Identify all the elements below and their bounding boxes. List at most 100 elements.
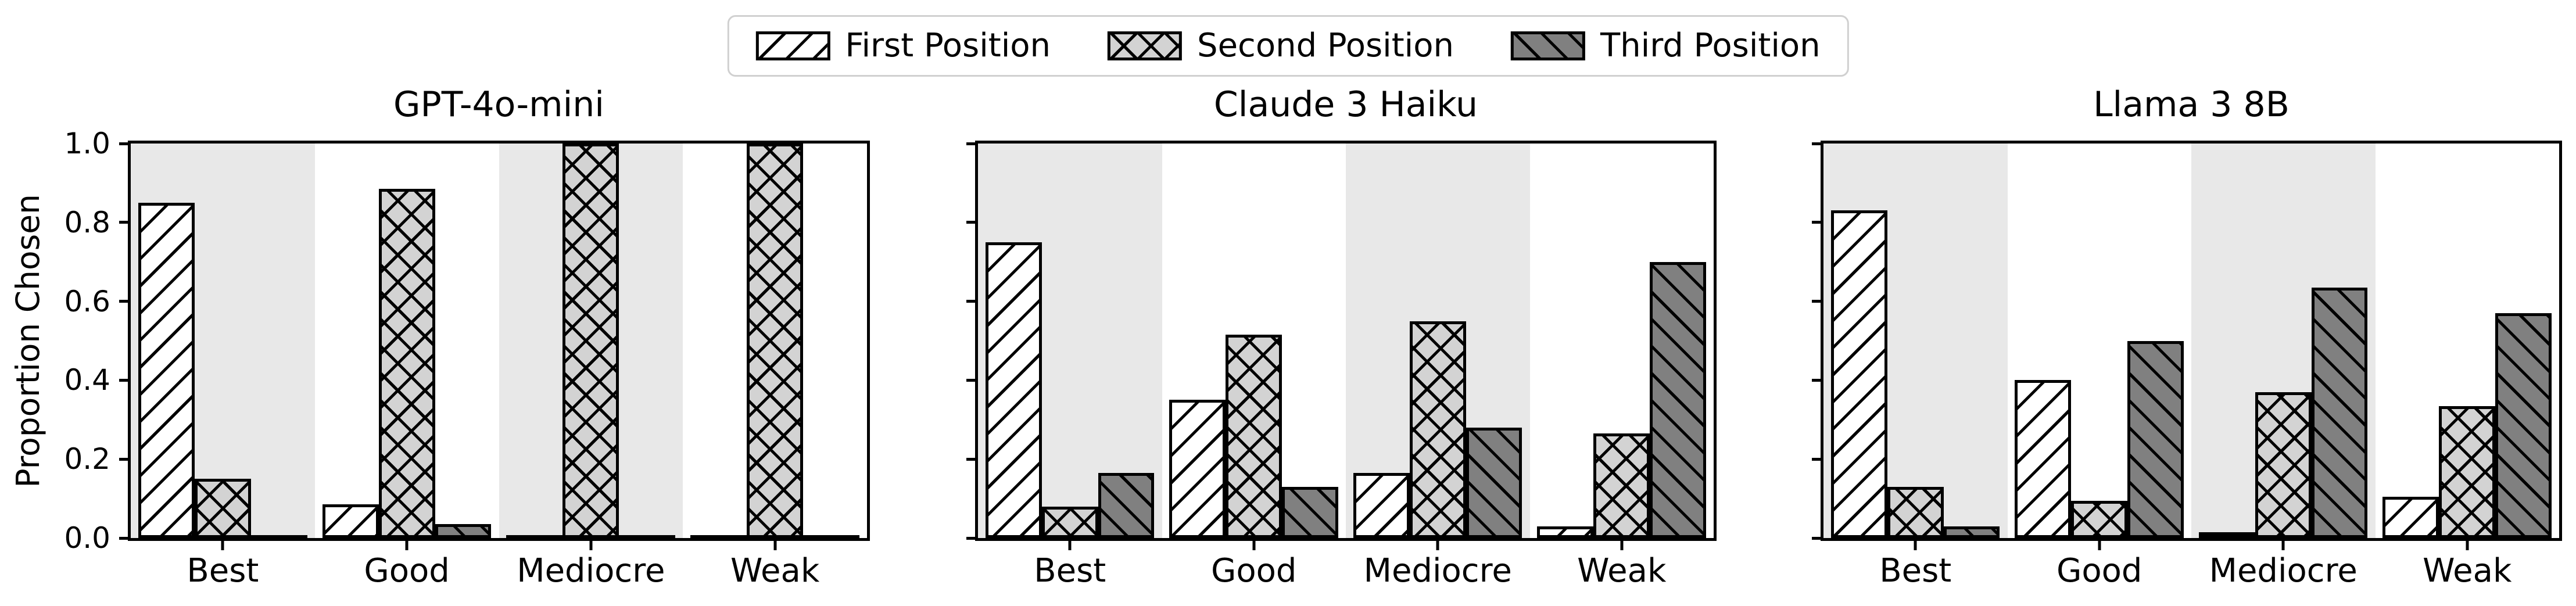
y-tick-label: 0.2 (64, 442, 110, 476)
bar (322, 504, 379, 538)
y-tick-mark (966, 457, 975, 461)
bar (985, 242, 1042, 538)
y-tick-mark (1812, 536, 1821, 540)
x-tick-mark (1620, 541, 1624, 550)
bar (1226, 335, 1282, 538)
chart-llama-3-8b: Llama 3 8B Best Good Mediocre Weak (1812, 85, 2562, 589)
legend-item-second-position: Second Position (1108, 30, 1454, 62)
legend: First Position Second Position Third Pos… (727, 15, 1849, 77)
x-tick-label: Good (1211, 552, 1297, 590)
chart-gpt-4o-mini: GPT-4o-mini Proportion Chosen 0.0 0.2 0.… (9, 85, 870, 589)
chart-title: GPT-4o-mini (393, 84, 604, 125)
y-tick-label: 0.8 (64, 206, 110, 239)
y-tick-mark (119, 536, 128, 540)
y-tick-mark (966, 300, 975, 303)
legend-label: First Position (845, 27, 1051, 64)
x-tick-mark (2466, 541, 2469, 550)
y-tick-label: 0.6 (64, 285, 110, 318)
y-tick-mark (119, 221, 128, 224)
bar (435, 524, 492, 538)
chart-claude-3-haiku: Claude 3 Haiku Best Good Mediocre Weak (966, 85, 1717, 589)
bar (506, 535, 563, 538)
chart-title: Llama 3 8B (2093, 84, 2290, 125)
first-position-swatch-icon (755, 31, 830, 60)
bar (1466, 427, 1522, 538)
y-tick-mark (966, 536, 975, 540)
y-tick-mark (1812, 457, 1821, 461)
bar (2198, 532, 2255, 538)
y-tick-mark (1812, 378, 1821, 382)
y-axis-label: Proportion Chosen (9, 193, 46, 488)
bar (2255, 392, 2312, 538)
bar (1887, 486, 1944, 538)
bar (1098, 472, 1155, 538)
bar (2071, 500, 2128, 538)
x-tick-mark (405, 541, 409, 550)
x-tick-mark (1914, 541, 1917, 550)
bar (2127, 340, 2184, 538)
bar (378, 189, 435, 538)
x-tick-mark (2098, 541, 2101, 550)
y-tick-label: 1.0 (64, 127, 110, 160)
x-tick-mark (221, 541, 224, 550)
y-tick-mark (966, 221, 975, 224)
bar (1943, 526, 2000, 538)
legend-label: Second Position (1197, 27, 1454, 64)
third-position-swatch-icon (1510, 31, 1585, 60)
y-tick-mark (1812, 221, 1821, 224)
bar (1830, 210, 1887, 538)
second-position-swatch-icon (1108, 31, 1183, 60)
y-tick-label: 0.4 (64, 363, 110, 397)
bar (1650, 261, 1706, 538)
bar (2495, 313, 2552, 538)
bar (690, 535, 747, 538)
bar (250, 535, 307, 538)
x-tick-label: Weak (1577, 552, 1667, 590)
bar (1169, 400, 1226, 538)
chart-title: Claude 3 Haiku (1213, 84, 1478, 125)
x-tick-label: Best (187, 552, 259, 590)
legend-label: Third Position (1600, 27, 1821, 64)
x-tick-mark (589, 541, 593, 550)
y-tick-mark (119, 300, 128, 303)
y-tick-mark (119, 142, 128, 145)
y-tick-mark (119, 378, 128, 382)
y-tick-mark (966, 378, 975, 382)
x-tick-mark (1252, 541, 1256, 550)
x-tick-mark (773, 541, 777, 550)
x-tick-label: Good (364, 552, 450, 590)
bar (194, 479, 251, 538)
bar (2382, 496, 2439, 538)
legend-item-third-position: Third Position (1510, 27, 1821, 64)
bar (1409, 321, 1466, 538)
x-tick-label: Mediocre (2209, 552, 2358, 590)
bar (747, 144, 804, 538)
bar (2015, 380, 2072, 538)
y-tick-label: 0.0 (64, 521, 110, 555)
bar (1282, 486, 1338, 538)
x-tick-mark (1436, 541, 1439, 550)
x-tick-label: Best (1879, 552, 1952, 590)
bar (1041, 506, 1098, 538)
y-tick-mark (119, 457, 128, 461)
bar (1537, 526, 1594, 538)
legend-item-first-position: First Position (755, 30, 1051, 62)
bar (1593, 433, 1650, 538)
x-tick-label: Mediocre (517, 552, 665, 590)
y-tick-mark (1812, 300, 1821, 303)
bar (138, 202, 195, 538)
x-tick-label: Mediocre (1363, 552, 1512, 590)
bar (2311, 287, 2368, 538)
y-tick-mark (966, 142, 975, 145)
bar (2439, 406, 2496, 538)
x-tick-mark (1068, 541, 1072, 550)
x-tick-label: Best (1034, 552, 1106, 590)
x-tick-mark (2281, 541, 2285, 550)
bar (563, 144, 619, 538)
x-tick-label: Weak (730, 552, 820, 590)
x-tick-label: Good (2056, 552, 2143, 590)
y-tick-mark (1812, 142, 1821, 145)
x-tick-label: Weak (2423, 552, 2512, 590)
bar (803, 535, 859, 538)
bar (1353, 472, 1410, 538)
